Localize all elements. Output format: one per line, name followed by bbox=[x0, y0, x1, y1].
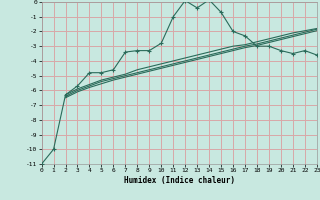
X-axis label: Humidex (Indice chaleur): Humidex (Indice chaleur) bbox=[124, 176, 235, 185]
